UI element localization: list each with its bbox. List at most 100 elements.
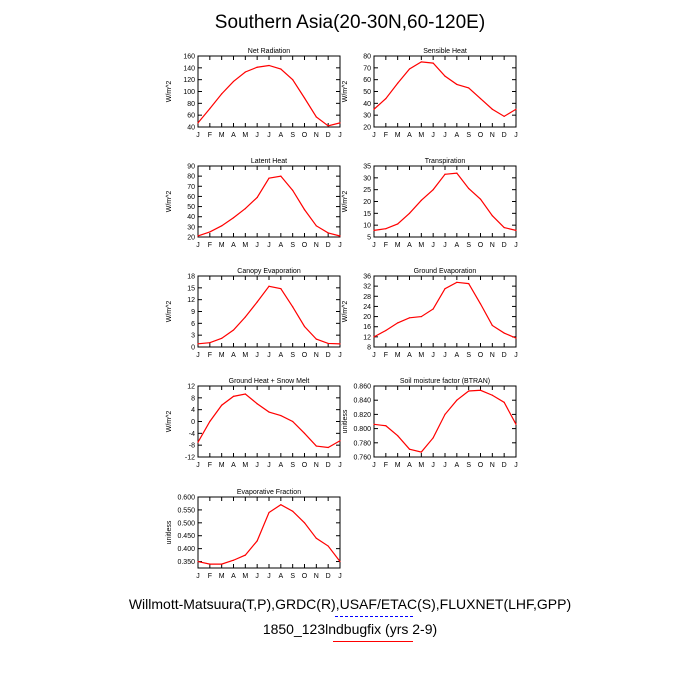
y-tick-label: 20: [363, 125, 371, 132]
x-tick-label: J: [267, 573, 271, 580]
x-tick-label: O: [302, 462, 308, 469]
data-point: [303, 209, 306, 211]
data-point: [491, 324, 493, 327]
x-tick-label: J: [514, 132, 518, 139]
x-tick-label: F: [208, 352, 212, 359]
data-point: [479, 389, 482, 391]
plot-frame: [373, 55, 517, 128]
x-tick-label: M: [395, 242, 401, 249]
x-tick-label: M: [242, 573, 248, 580]
data-point: [327, 232, 329, 234]
y-tick-label: 8: [367, 345, 371, 352]
y-tick-label: 160: [183, 54, 195, 61]
x-tick-label: M: [242, 462, 248, 469]
x-tick-label: S: [466, 242, 471, 249]
x-tick-label: M: [418, 242, 424, 249]
y-tick-label: 35: [363, 164, 371, 171]
data-point: [420, 199, 422, 201]
x-tick-label: M: [418, 462, 424, 469]
data-point: [339, 440, 341, 442]
y-tick-label: 80: [187, 174, 195, 181]
data-point: [420, 451, 422, 453]
x-tick-label: S: [290, 132, 295, 139]
chart-panel-8: Soil moisture factor (BTRAN) unitless 0.76…: [342, 378, 518, 469]
data-point: [408, 317, 411, 319]
x-tick-label: A: [231, 242, 236, 249]
chart-panel-9: Evaporative Fraction unitless 0.350 0.400 0.…: [166, 489, 342, 580]
y-tick-label: 3: [191, 333, 195, 340]
data-point: [432, 437, 434, 439]
x-tick-label: J: [267, 462, 271, 469]
y-tick-label: 6: [191, 321, 195, 328]
x-tick-label: F: [384, 132, 388, 139]
y-tick-label: 80: [187, 101, 195, 108]
data-point: [373, 336, 375, 338]
x-tick-label: M: [219, 242, 225, 249]
data-point: [385, 228, 387, 230]
y-tick-label: 25: [363, 187, 371, 194]
x-tick-label: J: [431, 242, 435, 249]
x-tick-label: A: [231, 132, 236, 139]
data-point: [503, 401, 505, 403]
plot-frame: [197, 55, 341, 128]
x-tick-label: D: [502, 352, 507, 359]
x-tick-label: O: [302, 573, 308, 580]
x-tick-label: F: [208, 573, 212, 580]
y-tick-label: 0.400: [177, 546, 195, 553]
x-tick-label: N: [314, 352, 319, 359]
x-tick-label: J: [255, 352, 259, 359]
plot-frame: [197, 165, 341, 238]
data-point: [197, 560, 199, 563]
data-point: [232, 217, 235, 219]
x-tick-label: S: [290, 573, 295, 580]
y-tick-label: 0.550: [177, 507, 195, 514]
y-tick-label: 40: [187, 125, 195, 132]
x-tick-label: A: [407, 462, 412, 469]
y-tick-label: 9: [191, 309, 195, 316]
data-point: [280, 175, 282, 177]
y-tick-label: 8: [191, 395, 195, 402]
data-point: [468, 283, 470, 285]
x-tick-label: M: [418, 352, 424, 359]
data-point: [432, 62, 434, 64]
x-tick-label: S: [290, 462, 295, 469]
data-point: [479, 98, 482, 100]
legend-model-line: [333, 641, 413, 642]
data-point: [197, 441, 199, 443]
data-point: [268, 411, 270, 413]
x-tick-label: J: [338, 573, 342, 580]
data-point: [444, 413, 446, 415]
legend-observations-label: Willmott-Matsuura(T,P),GRDC(R),USAF/ETAC…: [128, 596, 572, 612]
x-tick-label: O: [478, 132, 484, 139]
x-tick-label: M: [242, 352, 248, 359]
x-tick-label: D: [326, 132, 331, 139]
panel-title: Sensible Heat: [423, 48, 467, 55]
y-tick-label: 0: [191, 419, 195, 426]
y-tick-label: 0.840: [353, 398, 371, 405]
data-point: [244, 316, 246, 318]
y-tick-label: 140: [183, 65, 195, 72]
x-tick-label: J: [255, 573, 259, 580]
data-point: [197, 235, 199, 237]
data-point: [491, 215, 493, 217]
y-tick-label: -4: [189, 431, 195, 438]
y-axis-label: unitless: [342, 409, 349, 433]
x-tick-label: J: [255, 242, 259, 249]
data-point: [221, 225, 223, 227]
y-axis-label: W/m^2: [342, 191, 349, 213]
x-tick-label: A: [454, 462, 459, 469]
x-tick-label: M: [395, 462, 401, 469]
data-point: [268, 177, 270, 179]
data-point: [256, 403, 258, 405]
x-tick-label: N: [490, 462, 495, 469]
data-point: [280, 414, 282, 417]
y-tick-label: 0.760: [353, 455, 371, 462]
data-point: [327, 446, 329, 449]
y-tick-label: 0.450: [177, 533, 195, 540]
x-tick-label: A: [231, 352, 236, 359]
y-tick-label: -12: [185, 455, 195, 462]
x-tick-label: J: [443, 462, 447, 469]
x-tick-label: J: [431, 352, 435, 359]
